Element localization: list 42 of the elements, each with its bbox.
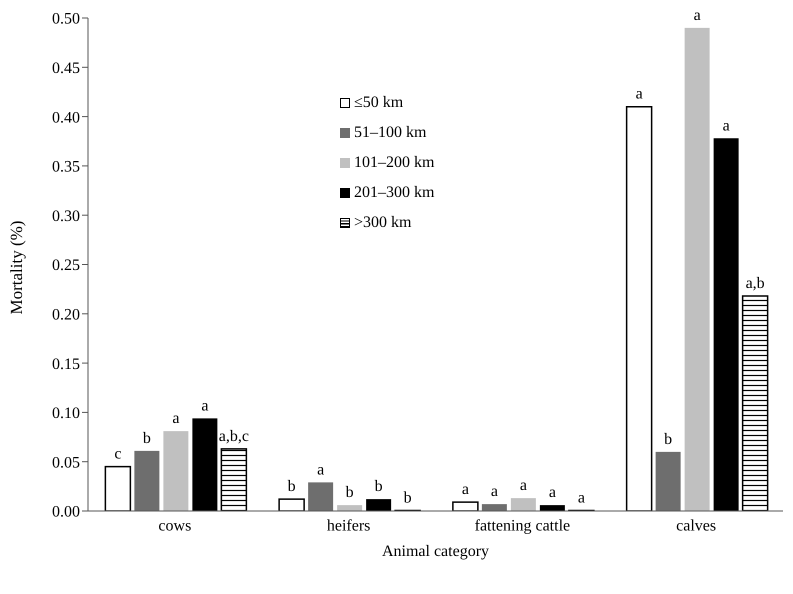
- data-label: a: [636, 86, 643, 103]
- data-label: b: [142, 430, 151, 447]
- data-label: a: [548, 484, 556, 502]
- data-label: a: [722, 117, 730, 134]
- x-tick-label: cows: [158, 517, 192, 534]
- y-tick-label: 0.30: [52, 208, 80, 225]
- data-label: b: [404, 490, 412, 506]
- legend-label: ≤50 km: [354, 93, 404, 113]
- x-axis-title: Animal category: [382, 543, 490, 560]
- y-tick-label: 0.00: [52, 504, 80, 521]
- y-tick-label: 0.50: [52, 10, 80, 28]
- data-label: a: [172, 410, 180, 428]
- data-label: b: [374, 478, 383, 496]
- y-tick-label: 0.20: [52, 306, 80, 324]
- data-label: a: [490, 483, 498, 500]
- y-tick-label: 0.40: [52, 109, 80, 126]
- data-label: a,b: [746, 275, 765, 292]
- legend-label: 201–300 km: [354, 183, 434, 203]
- data-label: a,b,c: [218, 428, 249, 445]
- data-label: b: [664, 430, 672, 448]
- data-label: a: [462, 481, 469, 498]
- x-tick-label: heifers: [326, 517, 370, 534]
- legend-label: >300 km: [354, 213, 412, 233]
- y-tick-label: 0.15: [52, 356, 80, 373]
- data-label: c: [114, 446, 122, 463]
- x-tick-label: fattening cattle: [474, 517, 570, 534]
- y-tick-label: 0.35: [52, 158, 80, 176]
- y-tick-label: 0.45: [52, 60, 80, 77]
- data-label: a: [317, 461, 324, 478]
- y-tick-label: 0.10: [52, 405, 80, 422]
- legend-label: 51–100 km: [354, 123, 426, 143]
- data-label: a: [520, 477, 527, 494]
- y-tick-label: 0.05: [52, 454, 80, 472]
- y-tick-label: 0.25: [52, 257, 80, 274]
- data-label: a: [578, 490, 585, 506]
- data-label: b: [288, 478, 296, 496]
- data-label: a: [201, 397, 208, 414]
- legend-label: 101–200 km: [354, 153, 434, 173]
- x-tick-label: calves: [676, 517, 716, 534]
- y-axis-title: Mortality (%): [7, 220, 26, 314]
- data-label: a: [694, 6, 701, 24]
- data-label: b: [346, 484, 354, 502]
